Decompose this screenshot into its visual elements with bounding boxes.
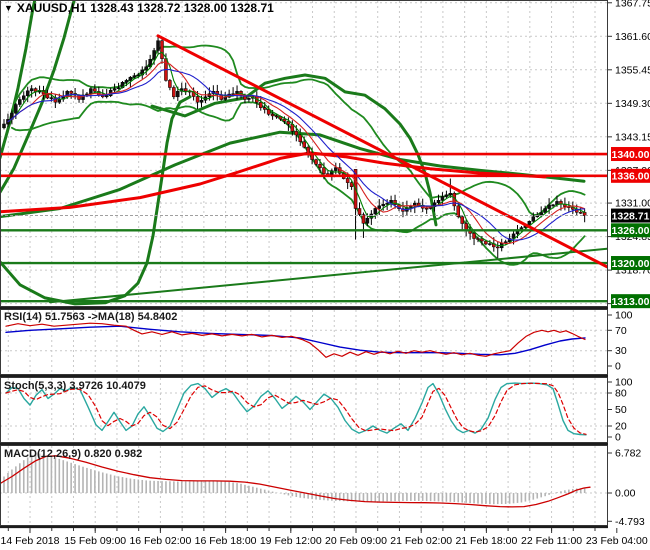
- svg-text:1313.00: 1313.00: [612, 296, 650, 308]
- svg-text:1343.15: 1343.15: [615, 131, 650, 143]
- svg-text:1320.00: 1320.00: [612, 258, 650, 270]
- svg-text:23 Feb 04:00: 23 Feb 04:00: [586, 535, 648, 547]
- rsi-panel[interactable]: [5, 322, 586, 358]
- main-price-panel[interactable]: [0, 0, 608, 306]
- svg-text:50: 50: [615, 404, 627, 416]
- macd-panel[interactable]: [0, 453, 591, 508]
- svg-text:1361.60: 1361.60: [615, 31, 650, 43]
- svg-text:1326.00: 1326.00: [612, 225, 650, 237]
- svg-text:1349.30: 1349.30: [615, 98, 650, 110]
- svg-text:100: 100: [615, 377, 633, 389]
- svg-text:22 Feb 11:00: 22 Feb 11:00: [521, 535, 582, 547]
- price-level-badge: 1328.71: [611, 208, 650, 223]
- price-level-badge: 1326.00: [611, 223, 650, 238]
- svg-text:0: 0: [615, 361, 621, 373]
- symbol-dropdown-icon[interactable]: ▼: [4, 3, 13, 13]
- svg-text:15 Feb 09:00: 15 Feb 09:00: [64, 535, 126, 547]
- svg-text:1328.71: 1328.71: [612, 210, 650, 222]
- price-level-badge: 1320.00: [611, 256, 650, 271]
- svg-text:16 Feb 02:00: 16 Feb 02:00: [129, 535, 191, 547]
- svg-text:80: 80: [615, 388, 627, 400]
- svg-text:-4.793: -4.793: [615, 516, 645, 528]
- price-level-badge: 1340.00: [611, 147, 650, 162]
- svg-text:19 Feb 12:00: 19 Feb 12:00: [260, 535, 322, 547]
- price-axis[interactable]: 1367.751361.601355.451349.301343.151337.…: [608, 0, 650, 528]
- svg-text:20 Feb 09:00: 20 Feb 09:00: [325, 535, 387, 547]
- svg-text:20: 20: [615, 421, 627, 433]
- price-level-badge: 1313.00: [611, 294, 650, 309]
- svg-text:16 Feb 18:00: 16 Feb 18:00: [195, 535, 257, 547]
- svg-text:30: 30: [615, 345, 627, 357]
- svg-text:1355.45: 1355.45: [615, 64, 650, 76]
- svg-text:1367.75: 1367.75: [615, 0, 650, 9]
- svg-text:0.00: 0.00: [615, 488, 636, 500]
- svg-text:1340.00: 1340.00: [612, 149, 650, 161]
- svg-text:1331.00: 1331.00: [615, 198, 650, 210]
- svg-text:1336.00: 1336.00: [612, 171, 650, 183]
- price-level-badge: 1336.00: [611, 168, 650, 183]
- svg-text:21 Feb 02:00: 21 Feb 02:00: [390, 535, 452, 547]
- svg-text:70: 70: [615, 325, 627, 337]
- time-axis[interactable]: 14 Feb 2018 15 Feb 09:00 16 Feb 02:00 16 Fe…: [1, 528, 648, 547]
- stochastic-panel[interactable]: [5, 382, 587, 436]
- svg-text:6.782: 6.782: [615, 447, 641, 459]
- svg-text:100: 100: [615, 310, 633, 322]
- svg-text:14 Feb 2018: 14 Feb 2018: [1, 535, 60, 547]
- svg-text:0: 0: [615, 432, 621, 444]
- svg-text:21 Feb 18:00: 21 Feb 18:00: [455, 535, 517, 547]
